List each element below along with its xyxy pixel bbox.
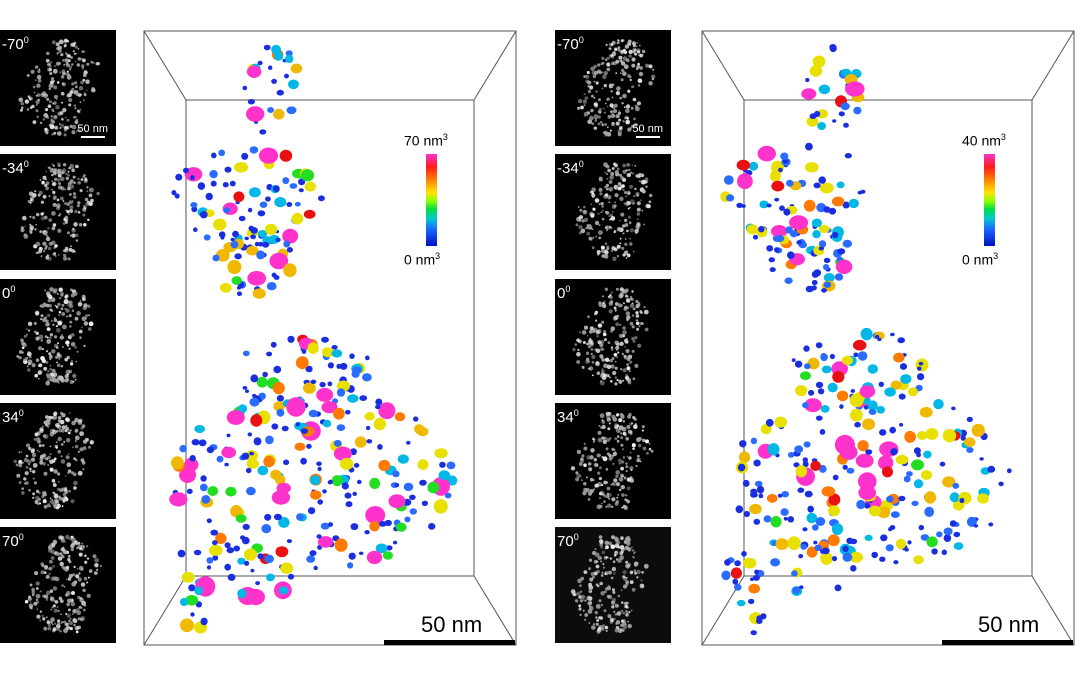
thumbnail-scale-bar: 50 nm [632,123,663,138]
colorbar-gradient [426,153,437,246]
tilt-thumbnail: -700 50 nm [555,30,671,146]
tilt-thumbnail: 00 [555,279,671,395]
tilt-thumbnail: -700 50 nm [0,30,116,146]
colorbar-min-label: 0 nm3 [404,250,441,268]
particle-projection [16,287,94,386]
tilt-thumbnail: 00 [0,279,116,395]
tilt-thumbnail: -340 [555,154,671,270]
thumbnail-scale-bar: 50 nm [77,123,108,138]
right-reconstruction-panel: -700 50 nm -340 00 340 700 [550,0,1080,675]
tilt-angle-label: -340 [557,159,584,177]
particle-projection [20,162,100,261]
scale-bar-label: 50 nm [421,612,483,637]
particle-projection [570,411,654,511]
tilt-angle-label: 700 [557,532,579,550]
colorbar-max-label: 70 nm3 [404,132,448,149]
colorbar-max-label: 40 nm3 [962,132,1006,149]
tilt-thumbnail: 700 [555,527,671,643]
tilt-angle-label: 700 [2,532,24,550]
scale-bar [942,640,1073,645]
tilt-angle-label: 340 [2,408,24,426]
tilt-thumbnail: 340 [0,403,116,519]
tilt-angle-label: -700 [557,35,584,53]
volume-colorbar: 40 nm3 0 nm3 [962,132,1006,267]
tilt-angle-label: 00 [557,284,571,302]
particle-projection [577,39,656,137]
tilt-thumbnail: -340 [0,154,116,270]
tilt-angle-label: -700 [2,35,29,53]
volume-colorbar: 70 nm3 0 nm3 [404,132,448,267]
scale-bar-label: 50 nm [978,612,1040,637]
particle-projection [24,534,103,634]
left-reconstruction-panel: -700 50 nm -340 00 340 700 [0,0,530,675]
colorbar-min-label: 0 nm3 [962,250,999,268]
tilt-angle-label: 00 [2,284,16,302]
tilt-thumbnail: 700 [0,527,116,643]
particle-projection [572,287,649,386]
scale-bar [384,640,515,645]
3d-volume-render [143,30,517,646]
particle-projection [18,38,101,137]
3d-volume-render [701,30,1075,646]
3d-reconstruction-view [701,30,1075,646]
colorbar-gradient [984,153,995,246]
particle-projection [570,535,649,634]
3d-reconstruction-view [143,30,517,646]
tilt-thumbnail: 340 [555,403,671,519]
tilt-angle-label: -340 [2,159,29,177]
particle-projection [575,162,653,261]
particle-projection [13,411,95,510]
tilt-angle-label: 340 [557,408,579,426]
